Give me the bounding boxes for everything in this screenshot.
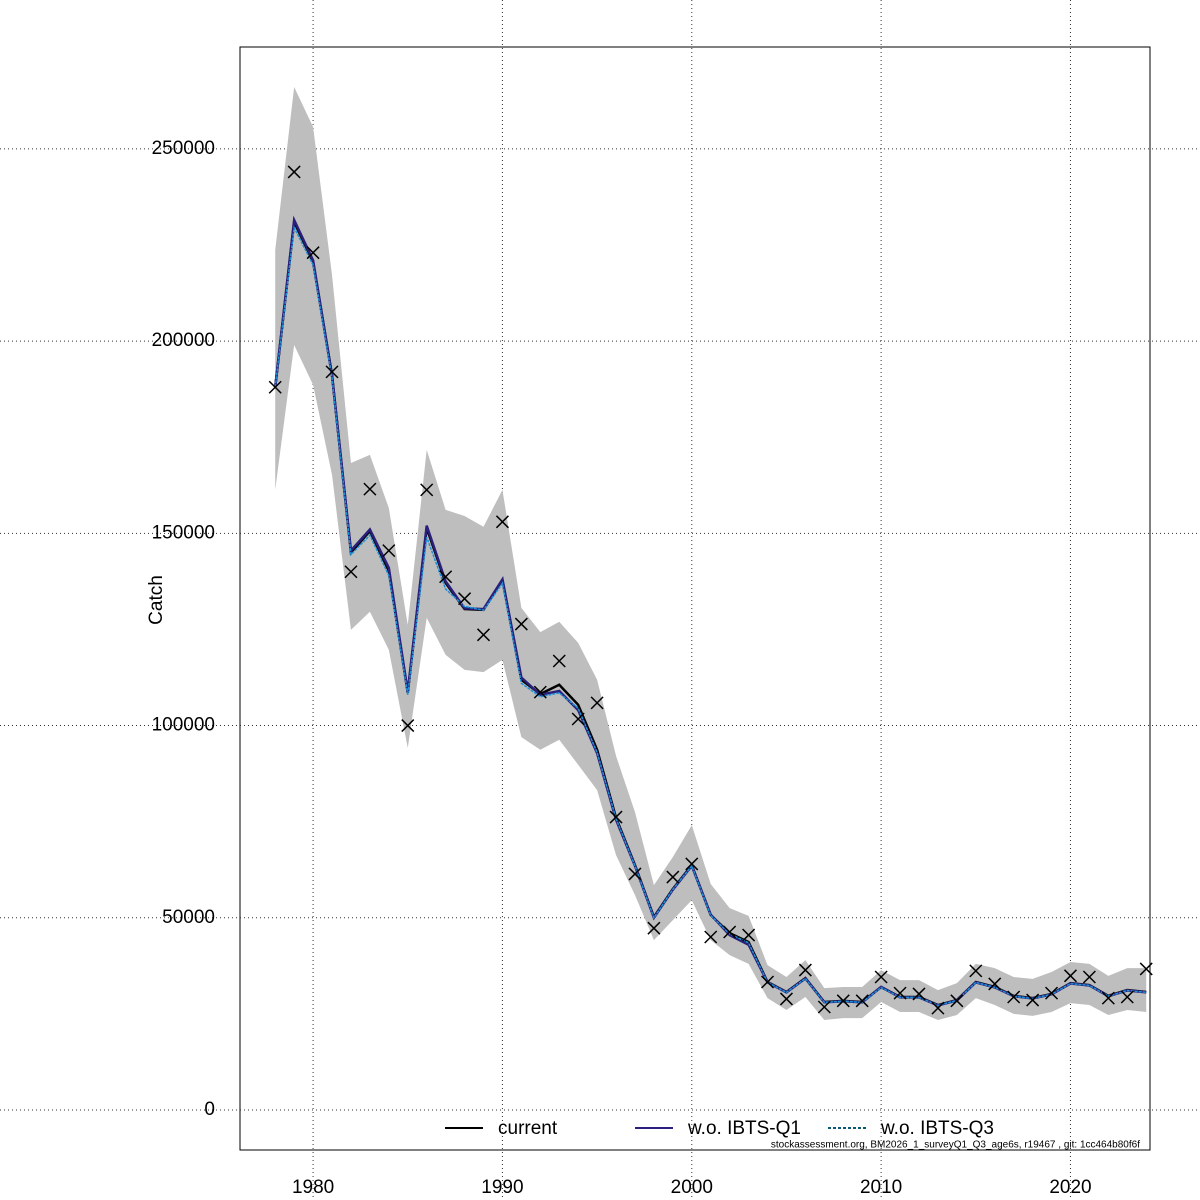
observed-point — [760, 975, 775, 989]
observed-point — [552, 654, 566, 668]
observed-point — [287, 165, 301, 179]
observed-point — [306, 246, 320, 260]
observed-point — [969, 964, 983, 978]
confidence-band — [275, 86, 1147, 1021]
observed-point — [1063, 969, 1078, 983]
x-tick-label: 2010 — [860, 1177, 902, 1198]
observed-point — [628, 867, 642, 881]
legend-label: current — [498, 1118, 558, 1139]
y-tick-label: 100000 — [152, 715, 215, 736]
observed-point — [798, 963, 812, 977]
y-axis-label: Catch — [146, 575, 167, 625]
observed-point — [590, 696, 604, 710]
x-tick-label: 2000 — [671, 1177, 713, 1198]
y-tick-label: 50000 — [162, 907, 215, 928]
observed-point — [931, 1001, 945, 1015]
observed-point — [950, 994, 964, 1008]
observed-point — [874, 970, 888, 984]
observed-point — [1139, 962, 1153, 976]
y-tick-label: 200000 — [152, 330, 215, 351]
observed-point — [742, 928, 756, 942]
observed-point — [476, 628, 491, 642]
observed-point — [495, 515, 509, 529]
observed-point — [571, 712, 585, 726]
observed-point — [723, 925, 737, 939]
observed-point — [855, 994, 869, 1008]
observed-point — [647, 921, 661, 935]
observed-point — [401, 719, 415, 733]
observed-point — [1007, 990, 1021, 1004]
y-tick-label: 0 — [204, 1099, 215, 1120]
y-tick-label: 250000 — [152, 138, 215, 159]
observed-point — [893, 986, 907, 1000]
observed-point — [1026, 993, 1040, 1007]
observed-point — [817, 1000, 831, 1014]
observed-point — [609, 810, 623, 824]
observed-point — [439, 570, 453, 584]
plot-frame — [239, 46, 1151, 1151]
legend-label: w.o. IBTS-Q3 — [880, 1118, 994, 1139]
legend-label: w.o. IBTS-Q1 — [687, 1118, 801, 1139]
series-line — [274, 225, 1147, 1007]
observed-point — [1082, 970, 1096, 984]
observed-point — [666, 870, 680, 884]
observed-point — [836, 994, 850, 1008]
observed-point — [779, 992, 793, 1006]
observed-point — [514, 617, 528, 631]
observed-point — [344, 565, 358, 579]
observed-point — [1045, 986, 1059, 1000]
observed-point — [912, 987, 926, 1001]
x-tick-label: 1990 — [481, 1177, 523, 1198]
x-tick-label: 1980 — [292, 1177, 334, 1198]
observed-point — [1101, 991, 1115, 1005]
observed-point — [704, 930, 718, 944]
observed-point — [685, 857, 699, 871]
observed-point — [268, 380, 282, 394]
observed-point — [382, 544, 396, 558]
observed-point — [420, 483, 434, 497]
y-tick-label: 150000 — [152, 522, 215, 543]
observed-point — [325, 365, 339, 379]
observed-point — [988, 977, 1002, 991]
x-tick-label: 2020 — [1049, 1177, 1091, 1198]
observed-point — [1120, 990, 1134, 1004]
observed-point — [363, 482, 377, 496]
observed-point — [533, 685, 547, 699]
footer: stockassessment.org, BM2026_1_surveyQ1_Q… — [771, 1140, 1140, 1151]
observed-point — [458, 592, 472, 606]
